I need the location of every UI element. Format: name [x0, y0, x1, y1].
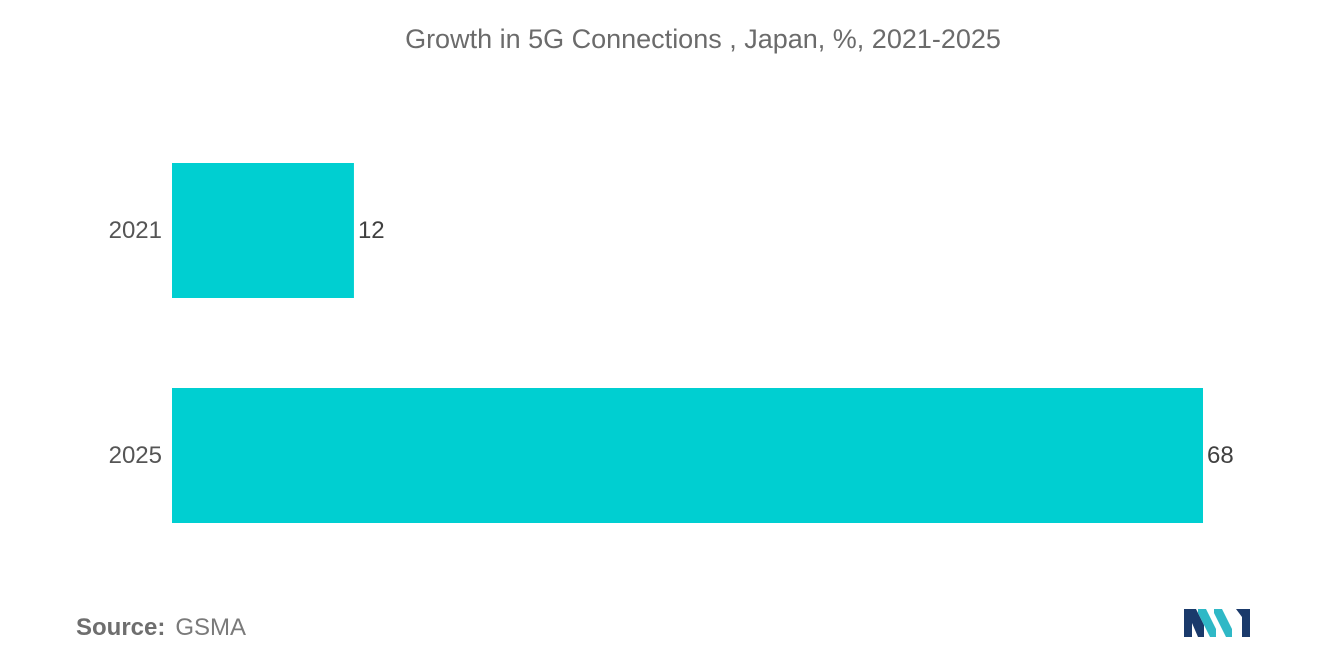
bar-2021: [172, 163, 354, 298]
category-label-2021: 2021: [109, 217, 162, 244]
source-label: Source:: [76, 614, 166, 641]
value-label-2025: 68: [1207, 442, 1234, 469]
chart-title: Growth in 5G Connections , Japan, %, 202…: [405, 24, 1001, 54]
bar-2025: [172, 388, 1203, 523]
bar-chart: 2021 12 2025 68: [109, 163, 1234, 523]
value-label-2021: 12: [358, 217, 385, 244]
category-label-2025: 2025: [109, 442, 162, 469]
brand-logo-icon: [1184, 609, 1250, 637]
source-note: Source: GSMA: [76, 614, 246, 642]
source-value: GSMA: [175, 614, 247, 641]
